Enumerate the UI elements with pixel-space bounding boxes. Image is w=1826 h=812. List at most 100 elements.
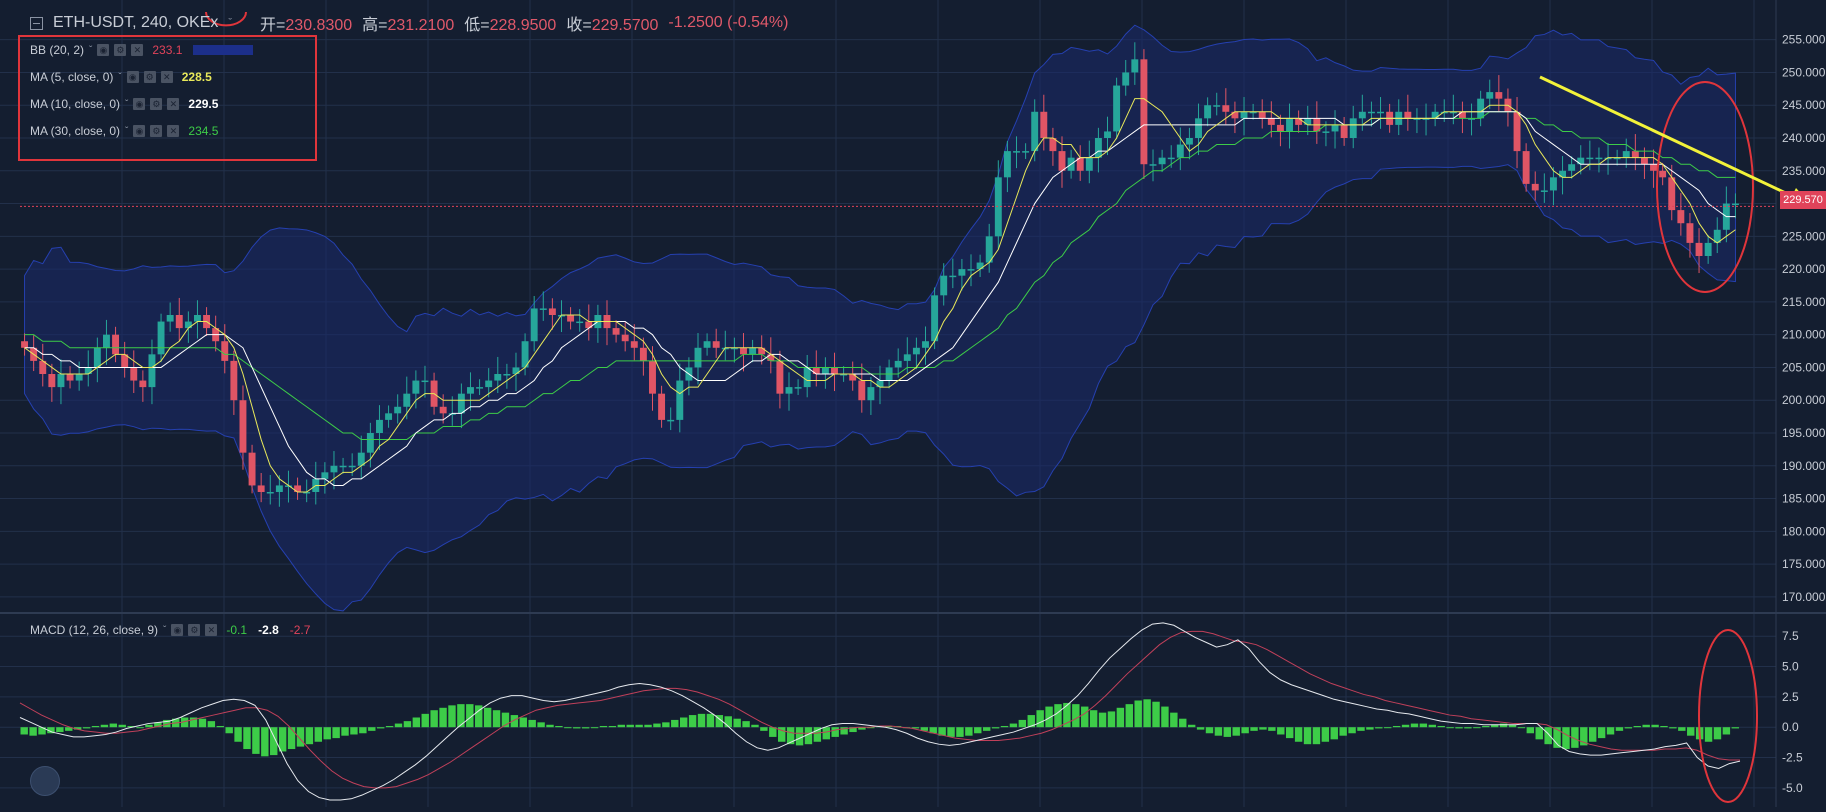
collapse-icon[interactable] bbox=[30, 16, 43, 30]
indicator-ma10[interactable]: MA (10, close, 0) ˇ ◉ ⚙ ✕ 229.5 bbox=[30, 97, 219, 111]
logo-icon[interactable] bbox=[30, 766, 60, 796]
candle bbox=[931, 295, 939, 342]
candle bbox=[539, 308, 547, 310]
eye-icon[interactable]: ◉ bbox=[171, 624, 184, 636]
candle bbox=[1577, 157, 1585, 165]
macd-bar bbox=[1081, 706, 1089, 728]
chevron-down-icon[interactable]: ˇ bbox=[89, 44, 93, 56]
macd-bar bbox=[1161, 706, 1169, 728]
y-tick-label: 190.000 bbox=[1782, 459, 1826, 473]
macd-signal-value: -2.7 bbox=[289, 623, 311, 637]
y-tick-label: 205.000 bbox=[1782, 360, 1826, 374]
macd-bar bbox=[742, 721, 750, 728]
gear-icon[interactable]: ⚙ bbox=[114, 44, 127, 56]
close-icon[interactable]: ✕ bbox=[205, 624, 218, 636]
macd-bar bbox=[528, 719, 536, 728]
candle bbox=[903, 354, 911, 361]
candle bbox=[1358, 111, 1366, 119]
y-tick-label: 170.000 bbox=[1782, 590, 1826, 604]
macd-bar bbox=[189, 717, 198, 728]
macd-bar bbox=[270, 727, 278, 756]
indicator-ma5[interactable]: MA (5, close, 0) ˇ ◉ ⚙ ✕ 228.5 bbox=[30, 70, 212, 84]
macd-bar bbox=[1446, 727, 1454, 729]
indicator-ma30[interactable]: MA (30, close, 0) ˇ ◉ ⚙ ✕ 234.5 bbox=[30, 124, 219, 138]
macd-bar bbox=[1116, 707, 1125, 728]
candle bbox=[175, 315, 183, 329]
macd-bar bbox=[1499, 723, 1508, 728]
macd-bar bbox=[1490, 724, 1499, 728]
candle bbox=[330, 465, 338, 473]
candle bbox=[1304, 118, 1312, 125]
candle bbox=[275, 485, 283, 492]
macd-bar bbox=[1678, 727, 1686, 731]
macd-bar bbox=[163, 719, 171, 728]
close-icon[interactable]: ✕ bbox=[160, 71, 173, 83]
y-tick-label: 0.0 bbox=[1782, 720, 1799, 734]
macd-bar bbox=[671, 719, 679, 728]
macd-bar bbox=[1571, 727, 1579, 748]
eye-icon[interactable]: ◉ bbox=[126, 71, 139, 83]
gear-icon[interactable]: ⚙ bbox=[150, 98, 163, 110]
candle bbox=[949, 275, 957, 278]
chevron-down-icon[interactable]: ˇ bbox=[118, 71, 122, 83]
macd-bar bbox=[599, 725, 608, 728]
chevron-down-icon[interactable]: ˇ bbox=[163, 624, 167, 636]
close-icon[interactable]: ✕ bbox=[131, 44, 144, 56]
candle bbox=[248, 452, 256, 486]
candle bbox=[1349, 118, 1357, 138]
macd-bar bbox=[1366, 727, 1374, 730]
candle bbox=[184, 321, 192, 329]
macd-bar bbox=[394, 723, 403, 728]
macd-bar bbox=[938, 727, 946, 736]
candle bbox=[230, 360, 238, 401]
candle bbox=[1076, 157, 1084, 171]
ohlc-high: 高=231.2100 bbox=[362, 17, 455, 34]
candle bbox=[676, 380, 684, 420]
candle bbox=[667, 419, 675, 422]
gear-icon[interactable]: ⚙ bbox=[143, 71, 156, 83]
macd-bar bbox=[626, 724, 634, 728]
macd-bar bbox=[1072, 704, 1080, 728]
symbol-label[interactable]: ETH-USDT, 240, OKEx bbox=[53, 14, 219, 31]
chevron-down-icon[interactable]: ˇ bbox=[228, 17, 233, 29]
indicator-macd[interactable]: MACD (12, 26, close, 9) ˇ ◉ ⚙ ✕ -0.1 -2.8 -… bbox=[30, 623, 311, 637]
candle bbox=[548, 308, 556, 315]
candle bbox=[494, 374, 502, 381]
macd-bar bbox=[1535, 727, 1543, 740]
macd-bar bbox=[1580, 727, 1588, 746]
macd-bar bbox=[1660, 725, 1668, 728]
chevron-down-icon[interactable]: ˇ bbox=[125, 125, 129, 137]
macd-bar bbox=[688, 715, 697, 728]
macd-bar bbox=[1125, 704, 1133, 728]
macd-bar bbox=[314, 727, 323, 742]
candle bbox=[385, 413, 393, 420]
candle bbox=[1604, 157, 1612, 160]
eye-icon[interactable]: ◉ bbox=[97, 44, 110, 56]
macd-bar bbox=[1704, 727, 1713, 742]
macd-bar bbox=[1482, 725, 1490, 728]
macd-bar bbox=[760, 727, 768, 731]
ma5-value: 228.5 bbox=[181, 70, 212, 84]
candle bbox=[57, 374, 65, 388]
macd-bar bbox=[1348, 727, 1356, 734]
close-icon[interactable]: ✕ bbox=[167, 98, 180, 110]
macd-histogram bbox=[20, 699, 1739, 757]
eye-icon[interactable]: ◉ bbox=[133, 125, 146, 137]
eye-icon[interactable]: ◉ bbox=[133, 98, 146, 110]
candle bbox=[412, 380, 420, 394]
gear-icon[interactable]: ⚙ bbox=[150, 125, 163, 137]
gear-icon[interactable]: ⚙ bbox=[188, 624, 201, 636]
indicator-bb[interactable]: BB (20, 2) ˇ ◉ ⚙ ✕ 233.1 bbox=[30, 43, 254, 57]
chevron-down-icon[interactable]: ˇ bbox=[125, 98, 129, 110]
macd-bar bbox=[510, 715, 519, 728]
y-tick-label: 220.000 bbox=[1782, 262, 1826, 276]
candle bbox=[421, 380, 429, 383]
candle bbox=[457, 393, 465, 414]
macd-bar bbox=[1250, 727, 1258, 731]
macd-bar bbox=[564, 727, 572, 729]
candle bbox=[621, 334, 629, 342]
candle bbox=[1113, 85, 1121, 132]
close-icon[interactable]: ✕ bbox=[167, 125, 180, 137]
candle bbox=[1085, 157, 1093, 171]
